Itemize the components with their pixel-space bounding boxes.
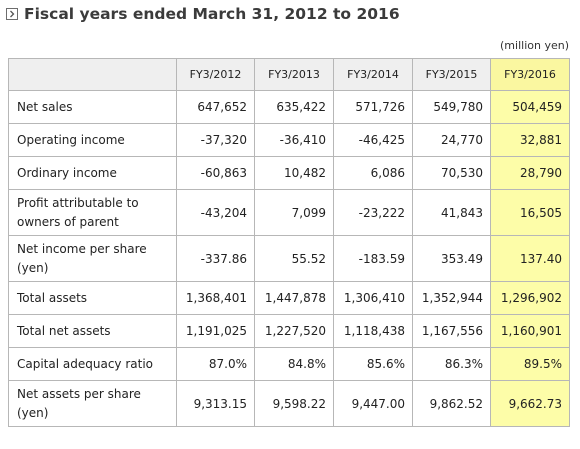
table-cell: 647,652 [176,90,255,124]
table-cell: 7,099 [254,189,334,236]
unit-note: (million yen) [500,39,569,52]
table-cell: 55.52 [254,235,334,282]
row-label: Total net assets [8,314,177,348]
table-cell-highlighted: 1,296,902 [490,281,570,315]
table-cell: -183.59 [333,235,413,282]
table-cell: 85.6% [333,347,413,381]
row-label: Total assets [8,281,177,315]
table-cell-highlighted: 16,505 [490,189,570,236]
table-row: Ordinary income -60,863 10,482 6,086 70,… [8,156,570,190]
table-cell: 10,482 [254,156,334,190]
row-label: Net assets per share (yen) [8,380,177,427]
table-cell: 1,447,878 [254,281,334,315]
table-cell: -43,204 [176,189,255,236]
table-row: Profit attributable to owners of parent … [8,189,570,236]
table-cell-highlighted: 137.40 [490,235,570,282]
table-cell: 1,118,438 [333,314,413,348]
table-cell-highlighted: 504,459 [490,90,570,124]
table-cell-highlighted: 32,881 [490,123,570,157]
table-cell: -46,425 [333,123,413,157]
page-title: Fiscal years ended March 31, 2012 to 201… [24,5,400,23]
table-cell: -337.86 [176,235,255,282]
table-cell: 1,368,401 [176,281,255,315]
table-row: Total net assets 1,191,025 1,227,520 1,1… [8,314,570,348]
column-header-highlighted: FY3/2016 [490,58,570,91]
table-cell: 353.49 [412,235,491,282]
table-cell: 87.0% [176,347,255,381]
table-cell: 9,862.52 [412,380,491,427]
column-header: FY3/2013 [254,58,334,91]
table-cell: -23,222 [333,189,413,236]
table-cell: 41,843 [412,189,491,236]
table-row: Total assets 1,368,401 1,447,878 1,306,4… [8,281,570,315]
table-row: Net sales 647,652 635,422 571,726 549,78… [8,90,570,124]
row-label: Operating income [8,123,177,157]
chevron-right-icon [6,8,18,20]
row-label: Ordinary income [8,156,177,190]
table-row: Net assets per share (yen) 9,313.15 9,59… [8,380,570,427]
table-cell: 1,191,025 [176,314,255,348]
table-cell: 635,422 [254,90,334,124]
table-cell: 1,352,944 [412,281,491,315]
table-cell-highlighted: 9,662.73 [490,380,570,427]
column-header: FY3/2014 [333,58,413,91]
table-cell: 1,306,410 [333,281,413,315]
table-header-row: FY3/2012 FY3/2013 FY3/2014 FY3/2015 FY3/… [8,58,570,91]
table-cell: 549,780 [412,90,491,124]
section-header: Fiscal years ended March 31, 2012 to 201… [6,3,400,25]
table-row: Capital adequacy ratio 87.0% 84.8% 85.6%… [8,347,570,381]
table-cell: 9,598.22 [254,380,334,427]
table-row: Net income per share (yen) -337.86 55.52… [8,235,570,282]
table-cell: 24,770 [412,123,491,157]
column-header: FY3/2012 [176,58,255,91]
row-label: Capital adequacy ratio [8,347,177,381]
table-cell: 1,227,520 [254,314,334,348]
table-cell: 9,447.00 [333,380,413,427]
table-cell: 70,530 [412,156,491,190]
table-cell: 1,167,556 [412,314,491,348]
table-cell: 9,313.15 [176,380,255,427]
table-cell-highlighted: 89.5% [490,347,570,381]
row-label: Net income per share (yen) [8,235,177,282]
table-cell: 86.3% [412,347,491,381]
row-label: Net sales [8,90,177,124]
table-row: Operating income -37,320 -36,410 -46,425… [8,123,570,157]
table-cell: -60,863 [176,156,255,190]
table-cell: -37,320 [176,123,255,157]
table-cell: 6,086 [333,156,413,190]
row-label: Profit attributable to owners of parent [8,189,177,236]
header-blank [8,58,177,91]
table-cell: 84.8% [254,347,334,381]
table-cell: -36,410 [254,123,334,157]
financial-table: FY3/2012 FY3/2013 FY3/2014 FY3/2015 FY3/… [8,58,570,427]
table-cell: 571,726 [333,90,413,124]
column-header: FY3/2015 [412,58,491,91]
table-cell-highlighted: 28,790 [490,156,570,190]
table-cell-highlighted: 1,160,901 [490,314,570,348]
